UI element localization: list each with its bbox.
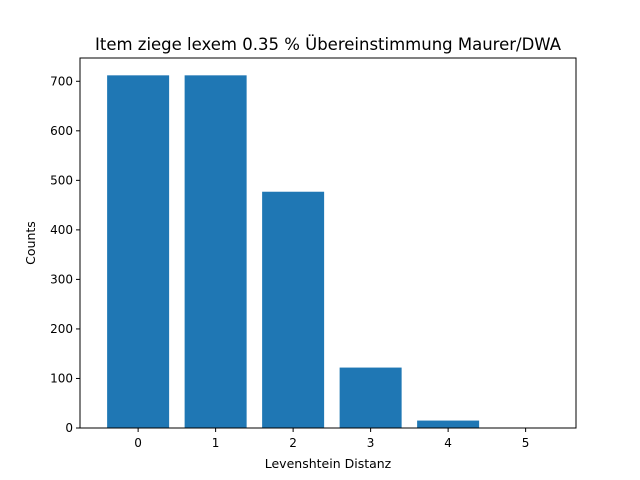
x-tick-label: 5 (522, 436, 530, 450)
y-tick-label: 0 (65, 421, 73, 435)
y-tick-label: 700 (50, 74, 73, 88)
y-tick-label: 300 (50, 272, 73, 286)
y-tick-label: 200 (50, 322, 73, 336)
y-tick-label: 100 (50, 371, 73, 385)
y-tick-label: 600 (50, 124, 73, 138)
x-axis-label: Levenshtein Distanz (265, 456, 392, 471)
x-tick-label: 4 (444, 436, 452, 450)
y-axis-ticks: 0 100 200 300 400 500 600 700 (50, 74, 80, 435)
bar-1 (184, 75, 247, 429)
bars-layer (107, 75, 557, 429)
y-tick-label: 500 (50, 173, 73, 187)
bar-0 (107, 75, 170, 429)
bar-3 (339, 367, 402, 428)
x-tick-label: 3 (367, 436, 375, 450)
x-tick-label: 1 (212, 436, 220, 450)
y-axis-label: Counts (23, 221, 38, 265)
x-tick-label: 0 (134, 436, 142, 450)
y-tick-label: 400 (50, 223, 73, 237)
x-tick-label: 2 (289, 436, 297, 450)
bar-2 (262, 191, 325, 428)
bar-4 (417, 420, 480, 428)
chart-title: Item ziege lexem 0.35 % Übereinstimmung … (95, 35, 562, 54)
plot-frame (79, 57, 577, 429)
x-axis-ticks: 0 1 2 3 4 5 (134, 428, 529, 450)
